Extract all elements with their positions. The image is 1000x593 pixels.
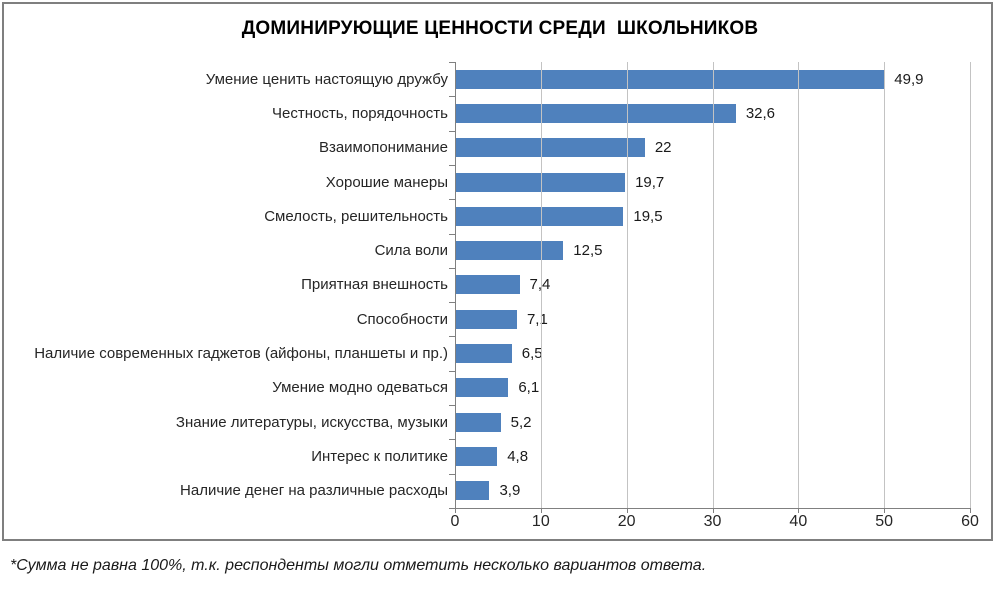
chart-frame	[2, 2, 993, 541]
value-label: 5,2	[510, 413, 532, 431]
y-axis-tick	[449, 370, 455, 372]
value-label: 4,8	[507, 448, 529, 466]
value-label: 49,9	[894, 70, 924, 88]
bar-row: 19,5	[456, 199, 663, 233]
value-label: 7,1	[526, 310, 548, 328]
bar-row: 7,4	[456, 268, 550, 302]
value-label: 6,5	[521, 345, 543, 363]
y-axis-tick	[449, 267, 455, 269]
category-label: Смелость, решительность	[264, 207, 448, 225]
gridline	[626, 62, 628, 508]
bar-row: 12,5	[456, 234, 602, 268]
category-label: Взаимопонимание	[318, 139, 448, 157]
y-axis-tick	[449, 199, 455, 201]
category-label: Сила воли	[374, 242, 448, 260]
x-axis-tick-label: 10	[531, 513, 550, 530]
y-axis-tick	[449, 62, 455, 63]
gridline	[712, 62, 714, 508]
bar-row: 3,9	[456, 474, 520, 508]
category-label: Честность, порядочность	[271, 104, 448, 122]
bar	[456, 275, 520, 295]
bar-row: 49,9	[456, 62, 924, 96]
value-label: 7,4	[530, 276, 551, 293]
value-label: 12,5	[573, 242, 603, 260]
category-label: Умение модно одеваться	[272, 379, 448, 397]
x-axis-tick	[626, 508, 628, 513]
bar-row: 4,8	[456, 439, 528, 473]
bar	[456, 447, 498, 467]
y-axis-tick	[449, 130, 455, 132]
y-axis-tick	[449, 164, 455, 166]
y-axis-tick	[449, 336, 455, 338]
x-axis-tick-label: 20	[617, 513, 636, 530]
chart-footnote: *Сумма не равна 100%, т.к. респонденты м…	[10, 557, 707, 574]
bar-row: 7,1	[456, 302, 548, 336]
x-axis-tick-label: 50	[875, 513, 894, 530]
y-axis-tick	[449, 473, 455, 475]
y-axis-tick	[449, 233, 455, 235]
x-axis-tick	[798, 508, 800, 513]
gridline	[540, 62, 542, 508]
y-axis-tick	[449, 302, 455, 304]
bar	[456, 481, 490, 501]
bar-row: 5,2	[456, 405, 531, 439]
category-label: Умение ценить настоящую дружбу	[205, 70, 448, 88]
gridline	[970, 62, 971, 508]
x-axis-tick	[884, 508, 886, 513]
bar	[456, 69, 885, 89]
x-axis-tick-label: 30	[703, 513, 722, 530]
y-axis-tick	[449, 439, 455, 441]
x-axis-tick	[712, 508, 714, 513]
value-label: 19,7	[635, 173, 665, 191]
y-axis-tick	[449, 508, 455, 509]
gridline	[798, 62, 800, 508]
bar	[456, 206, 624, 226]
category-label: Способности	[356, 310, 448, 328]
bar	[456, 103, 736, 123]
gridline	[884, 62, 886, 508]
category-label: Знание литературы, искусства, музыки	[175, 413, 448, 431]
value-label: 6,1	[518, 379, 540, 397]
bar	[456, 344, 512, 364]
value-label: 19,5	[633, 207, 663, 225]
x-axis-tick	[455, 508, 456, 513]
y-axis-tick	[449, 405, 455, 407]
x-axis-tick	[970, 508, 971, 513]
bar	[456, 138, 645, 158]
bar-row: 6,1	[456, 371, 539, 405]
bar	[456, 241, 564, 261]
x-axis-tick-label: 40	[789, 513, 808, 530]
bar-row: 22	[456, 131, 672, 165]
category-label: Хорошие манеры	[325, 173, 448, 191]
bar	[456, 412, 501, 432]
plot-area: 49,9 32,6 22 19,7 19,5 12,5 7,4 7,1 6,5 6,1 5,2 4,8…	[449, 62, 971, 513]
category-axis-labels: Умение ценить настоящую дружбу Честность,…	[8, 62, 448, 508]
bar	[456, 378, 509, 398]
value-label: 32,6	[745, 104, 776, 122]
bar	[456, 309, 517, 329]
bar-row: 19,7	[456, 165, 664, 199]
bar-row: 6,5	[456, 336, 543, 370]
bar	[456, 172, 626, 192]
x-axis-tick-label: 60	[961, 513, 979, 530]
chart-title: ДОМИНИРУЮЩИЕ ЦЕННОСТИ СРЕДИ ШКОЛЬНИКОВ	[241, 18, 759, 39]
y-axis-line	[455, 62, 456, 508]
value-label: 3,9	[499, 482, 521, 500]
y-axis-tick	[449, 96, 455, 98]
category-label: Наличие денег на различные расходы	[180, 482, 448, 500]
bar-row: 32,6	[456, 96, 775, 130]
x-axis-tick	[540, 508, 542, 513]
category-label: Наличие современных гаджетов (айфоны, пл…	[34, 345, 448, 363]
category-label: Интерес к политике	[311, 448, 448, 466]
x-axis-tick-label: 0	[450, 513, 460, 530]
value-label: 22	[654, 139, 672, 157]
category-label: Приятная внешность	[301, 276, 448, 294]
